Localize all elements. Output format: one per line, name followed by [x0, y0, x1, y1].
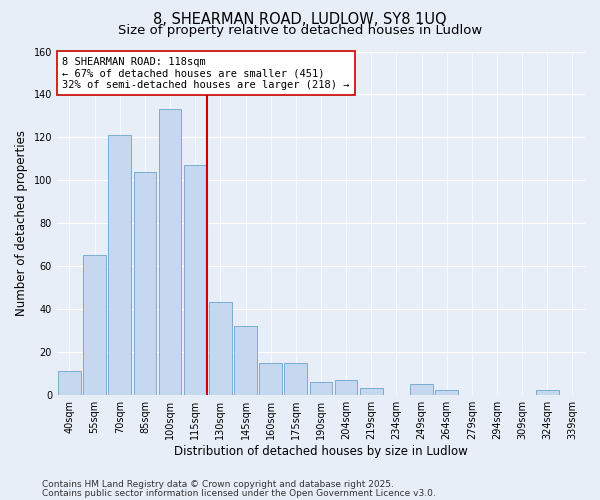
Bar	[83, 256, 106, 394]
Bar	[536, 390, 559, 394]
Text: Size of property relative to detached houses in Ludlow: Size of property relative to detached ho…	[118, 24, 482, 37]
Bar	[209, 302, 232, 394]
Text: 8 SHEARMAN ROAD: 118sqm
← 67% of detached houses are smaller (451)
32% of semi-d: 8 SHEARMAN ROAD: 118sqm ← 67% of detache…	[62, 56, 350, 90]
Bar	[109, 135, 131, 394]
Bar	[134, 172, 156, 394]
Bar	[58, 371, 81, 394]
Bar	[410, 384, 433, 394]
Bar	[360, 388, 383, 394]
X-axis label: Distribution of detached houses by size in Ludlow: Distribution of detached houses by size …	[174, 444, 468, 458]
Bar	[234, 326, 257, 394]
Bar	[284, 362, 307, 394]
Bar	[159, 110, 181, 395]
Bar	[310, 382, 332, 394]
Text: Contains HM Land Registry data © Crown copyright and database right 2025.: Contains HM Land Registry data © Crown c…	[42, 480, 394, 489]
Bar	[436, 390, 458, 394]
Bar	[184, 165, 206, 394]
Y-axis label: Number of detached properties: Number of detached properties	[15, 130, 28, 316]
Bar	[335, 380, 358, 394]
Text: Contains public sector information licensed under the Open Government Licence v3: Contains public sector information licen…	[42, 488, 436, 498]
Bar	[259, 362, 282, 394]
Text: 8, SHEARMAN ROAD, LUDLOW, SY8 1UQ: 8, SHEARMAN ROAD, LUDLOW, SY8 1UQ	[153, 12, 447, 28]
